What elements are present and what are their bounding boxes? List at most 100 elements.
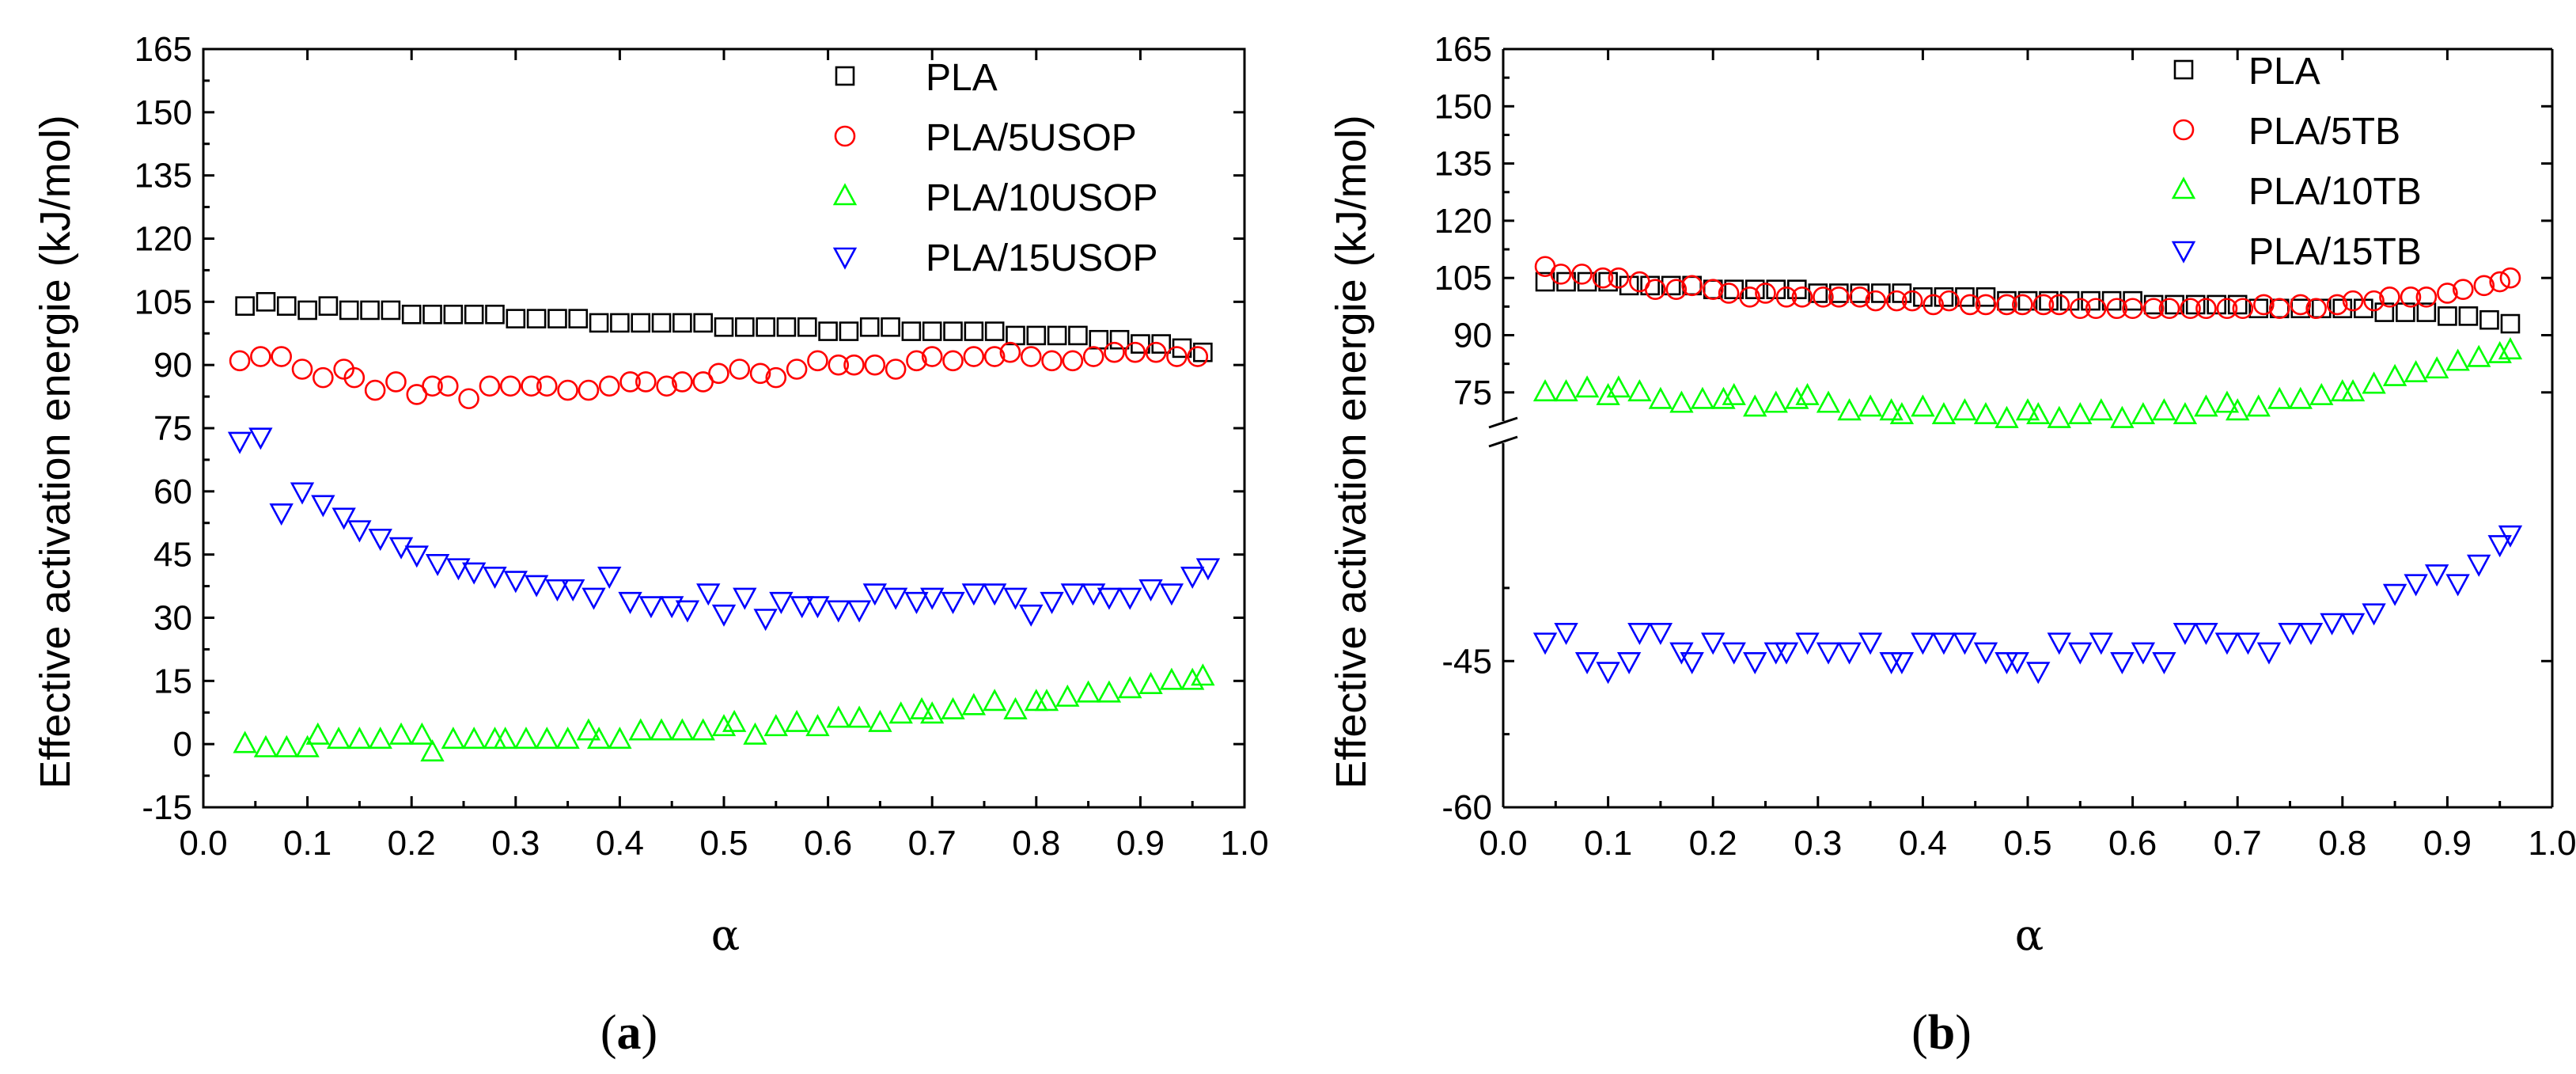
data-point — [2185, 294, 2206, 315]
data-point — [1024, 689, 1048, 712]
data-point — [769, 591, 794, 614]
data-point — [1931, 632, 1957, 655]
data-point — [2005, 651, 2029, 674]
data-point — [560, 579, 585, 602]
data-point — [1995, 405, 2019, 428]
data-point — [586, 727, 612, 750]
x-tick-label: 0.1 — [1584, 824, 1632, 863]
series-pla-15tb — [1532, 525, 2523, 685]
data-point — [1616, 651, 1642, 674]
data-point — [235, 296, 255, 316]
legend-label: PLA/5USOP — [926, 117, 1137, 159]
data-point — [233, 731, 257, 753]
data-point — [1104, 341, 1125, 363]
data-point — [888, 701, 913, 724]
data-point — [868, 709, 892, 732]
data-point — [729, 359, 751, 380]
y-tick-label: 90 — [1453, 317, 1492, 355]
data-point — [2110, 651, 2135, 674]
data-point — [290, 482, 315, 505]
data-point — [1808, 283, 1828, 303]
data-point — [275, 734, 299, 757]
data-point — [784, 709, 809, 732]
data-point — [253, 734, 278, 757]
data-point — [696, 583, 721, 606]
data-point — [2374, 302, 2395, 322]
data-point — [597, 566, 622, 590]
data-point — [961, 583, 987, 606]
data-point — [1003, 587, 1028, 610]
data-point — [547, 309, 567, 328]
legend-marker — [2171, 241, 2196, 264]
data-point — [906, 350, 927, 372]
data-point — [410, 722, 434, 745]
data-point — [1076, 680, 1100, 703]
data-point — [2326, 294, 2348, 316]
data-point — [2227, 294, 2248, 315]
data-point — [1913, 287, 1933, 307]
y-tick-label: 75 — [1453, 374, 1492, 412]
data-point — [2298, 623, 2324, 646]
data-point — [735, 317, 755, 337]
data-point — [2498, 337, 2523, 360]
data-point — [2194, 623, 2218, 646]
data-point — [360, 300, 380, 321]
data-point — [368, 727, 392, 750]
data-point — [1816, 642, 1841, 665]
data-point — [2085, 298, 2107, 320]
data-point — [608, 727, 632, 750]
data-point — [2248, 298, 2269, 319]
data-point — [2396, 302, 2415, 322]
data-point — [656, 375, 677, 397]
data-point — [1627, 379, 1652, 402]
data-point — [672, 371, 693, 393]
data-point — [2015, 398, 2040, 421]
data-point — [2278, 623, 2302, 646]
data-point — [1901, 290, 1923, 312]
series-pla — [235, 292, 1213, 362]
panel-label: (a) — [600, 1006, 657, 1060]
data-point — [2173, 401, 2198, 425]
data-point — [714, 317, 734, 337]
data-point — [2110, 405, 2135, 428]
data-point — [2498, 525, 2523, 548]
data-point — [2416, 302, 2437, 322]
data-point — [250, 346, 271, 367]
data-point — [753, 609, 778, 632]
data-point — [1191, 663, 1215, 686]
series-pla-15usop — [227, 427, 1221, 632]
data-point — [269, 503, 294, 526]
data-point — [1041, 350, 1063, 372]
x-tick-label: 0.2 — [388, 824, 436, 863]
data-point — [984, 321, 1005, 341]
chart-panel-b: 0.0 0.1 0.2 0.3 0.4 0.5 0.6 0.7 0.8 0.9 1.0 -60 -45 7… — [1328, 30, 2576, 1060]
data-point — [942, 350, 964, 372]
series-pla-10usop — [233, 663, 1215, 762]
data-point — [1763, 642, 1788, 665]
data-point — [883, 587, 908, 610]
data-point — [2165, 294, 2184, 315]
data-point — [1571, 264, 1593, 285]
data-point — [943, 321, 963, 341]
data-point — [326, 727, 351, 750]
data-point — [1690, 386, 1715, 409]
data-point — [422, 375, 443, 397]
x-tick-label: 0.9 — [2423, 824, 2472, 863]
data-point — [1996, 294, 2017, 316]
data-point — [1739, 286, 1760, 308]
data-point — [941, 696, 965, 719]
data-point — [1026, 325, 1047, 346]
data-point — [1995, 651, 2019, 674]
data-point — [513, 727, 539, 750]
data-point — [1923, 294, 1944, 316]
data-point — [618, 591, 642, 614]
data-point — [545, 579, 570, 602]
data-point — [2059, 290, 2080, 311]
data-point — [1187, 346, 1209, 367]
y-tick-label: 120 — [134, 220, 192, 259]
x-tick-label: 1.0 — [1220, 824, 1268, 863]
data-point — [711, 714, 737, 737]
data-point — [843, 354, 865, 376]
data-point — [1889, 401, 1915, 425]
data-point — [847, 600, 872, 623]
